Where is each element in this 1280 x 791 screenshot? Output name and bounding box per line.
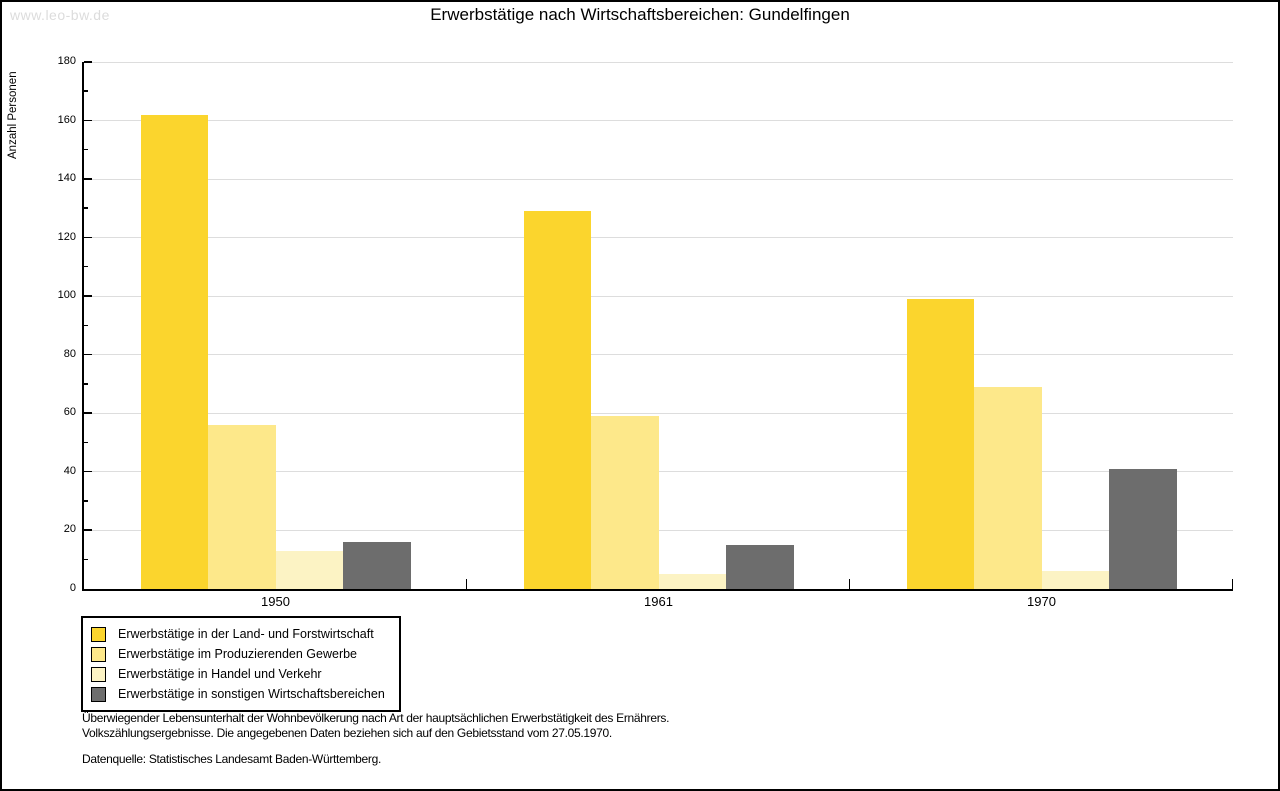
- y-tick-label: 40: [63, 464, 76, 477]
- y-major-tick: [84, 470, 92, 473]
- y-axis-label: Anzahl Personen: [7, 71, 19, 159]
- gridline: [84, 237, 1233, 239]
- bar: [208, 425, 276, 589]
- gridline: [84, 61, 1233, 63]
- x-category-label: 1970: [1027, 594, 1056, 609]
- y-major-tick: [84, 412, 92, 414]
- bar: [726, 545, 794, 589]
- y-minor-tick: [84, 500, 88, 502]
- x-category-label: 1961: [644, 594, 673, 609]
- legend-swatch: [91, 686, 106, 702]
- bar: [1041, 571, 1109, 589]
- legend-label: Erwerbstätige in sonstigen Wirtschaftsbe…: [118, 687, 385, 701]
- watermark: www.leo-bw.de: [10, 7, 110, 23]
- legend: Erwerbstätige in der Land- und Forstwirt…: [81, 616, 401, 712]
- y-major-tick: [84, 529, 92, 531]
- legend-label: Erwerbstätige im Produzierenden Gewerbe: [118, 647, 358, 661]
- legend-label: Erwerbstätige in Handel und Verkehr: [118, 667, 322, 681]
- footnote-line-1: Überwiegender Lebensunterhalt der Wohnbe…: [82, 711, 670, 725]
- legend-item: Erwerbstätige in der Land- und Forstwirt…: [91, 624, 385, 644]
- y-major-tick: [84, 61, 92, 63]
- x-group-tick: [465, 579, 467, 589]
- gridline: [84, 529, 1233, 531]
- y-tick-label: 0: [69, 582, 76, 594]
- y-minor-tick: [84, 265, 88, 268]
- legend-item: Erwerbstätige in Handel und Verkehr: [91, 664, 385, 684]
- bar: [140, 114, 208, 589]
- y-tick-label: 160: [57, 113, 76, 126]
- gridline: [84, 471, 1233, 473]
- bar: [906, 299, 974, 589]
- y-major-tick: [84, 353, 92, 356]
- y-major-tick: [84, 295, 92, 297]
- legend-label: Erwerbstätige in der Land- und Forstwirt…: [118, 627, 374, 641]
- bar: [658, 574, 726, 589]
- gridline: [84, 412, 1233, 414]
- y-major-tick: [84, 236, 92, 239]
- y-minor-tick: [84, 90, 88, 92]
- y-minor-tick: [84, 324, 88, 326]
- y-tick-label: 20: [63, 523, 76, 536]
- legend-swatch: [91, 626, 106, 642]
- y-major-tick: [84, 178, 92, 180]
- legend-swatch: [91, 646, 106, 662]
- bar: [591, 416, 659, 589]
- gridline: [84, 120, 1233, 122]
- gridline: [84, 295, 1233, 297]
- legend-item: Erwerbstätige in sonstigen Wirtschaftsbe…: [91, 684, 385, 704]
- legend-swatch: [91, 666, 106, 682]
- bar: [275, 550, 343, 589]
- y-tick-label: 60: [63, 406, 76, 419]
- x-category-label: 1950: [261, 594, 290, 609]
- y-tick-label: 100: [57, 289, 76, 302]
- data-source-line: Datenquelle: Statistisches Landesamt Bad…: [82, 752, 381, 766]
- gridline: [84, 178, 1233, 180]
- y-minor-tick: [84, 207, 88, 209]
- bar: [343, 542, 411, 589]
- plot-area: 0 20 40 60 80 100 120 140 160 180 1950 1961 1970: [58, 55, 1233, 609]
- y-tick-label: 180: [57, 55, 76, 67]
- bar: [523, 211, 591, 589]
- y-minor-tick: [84, 558, 88, 561]
- gridline: [84, 354, 1233, 356]
- x-group-tick: [848, 579, 850, 589]
- chart-title: Erwerbstätige nach Wirtschaftsbereichen:…: [430, 5, 850, 24]
- bar: [1109, 468, 1177, 589]
- y-tick-label: 120: [57, 230, 76, 243]
- y-major-tick: [84, 119, 92, 122]
- y-minor-tick: [84, 148, 88, 151]
- footnote-line-2: Volkszählungsergebnisse. Die angegebenen…: [82, 726, 612, 740]
- y-minor-tick: [84, 383, 88, 385]
- y-minor-tick: [84, 441, 88, 444]
- footnote: Überwiegender Lebensunterhalt der Wohnbe…: [82, 711, 669, 767]
- y-tick-label: 80: [63, 347, 76, 360]
- bar: [974, 386, 1042, 589]
- legend-item: Erwerbstätige im Produzierenden Gewerbe: [91, 644, 385, 664]
- x-axis-endcap: [1231, 579, 1233, 589]
- y-tick-label: 140: [57, 172, 76, 185]
